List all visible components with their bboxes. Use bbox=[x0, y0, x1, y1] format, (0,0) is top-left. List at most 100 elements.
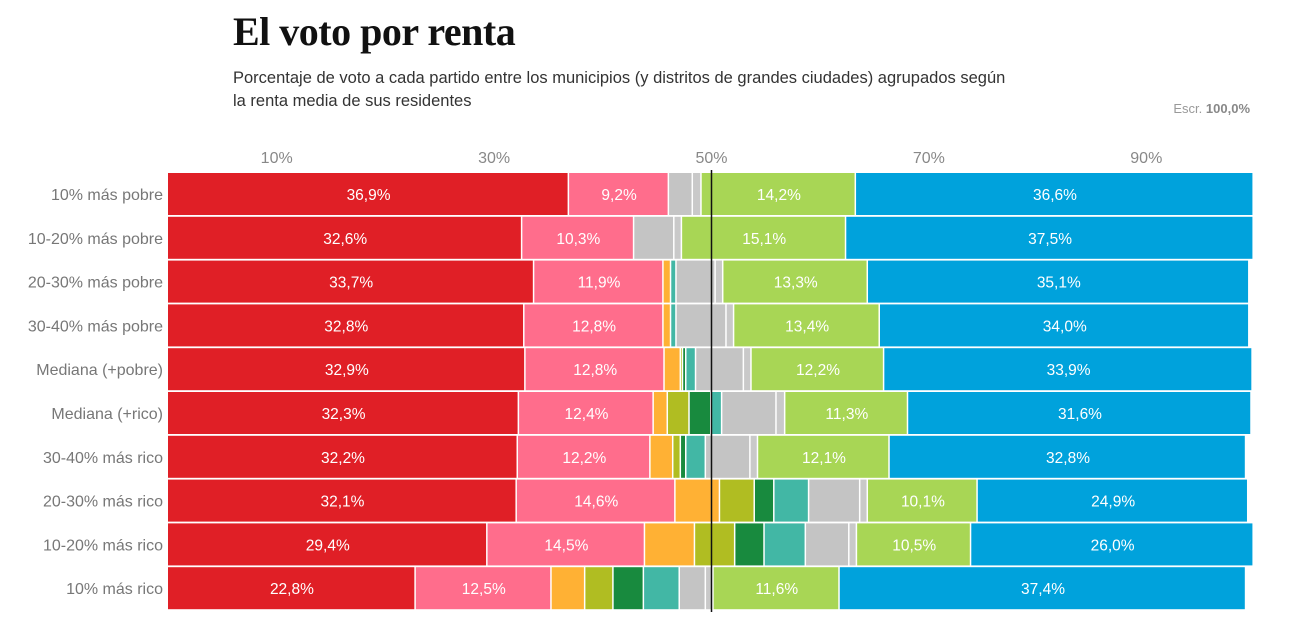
bar-segment bbox=[908, 392, 1251, 434]
chart-subtitle: Porcentaje de voto a cada partido entre … bbox=[233, 69, 1006, 110]
bar-segment bbox=[487, 523, 644, 566]
bar-segment bbox=[415, 567, 551, 610]
segment-value-label: 15,1% bbox=[742, 231, 786, 248]
segment-value-label: 36,9% bbox=[347, 187, 391, 204]
bar-segment bbox=[168, 173, 568, 215]
segment-value-label: 11,9% bbox=[578, 275, 621, 292]
segment-value-label: 14,2% bbox=[757, 187, 801, 204]
segment-value-label: 13,3% bbox=[774, 275, 818, 292]
bar-segment bbox=[734, 304, 879, 347]
chart-title: El voto por renta bbox=[233, 9, 516, 54]
segment-value-label: 12,1% bbox=[802, 450, 846, 467]
bar-segment bbox=[671, 304, 676, 347]
bar-segment bbox=[168, 435, 517, 478]
segment-value-label: 29,4% bbox=[306, 537, 350, 554]
bar-segment bbox=[785, 392, 907, 434]
bar-segment bbox=[868, 260, 1249, 303]
bar-segment bbox=[645, 523, 694, 566]
bar-segment bbox=[711, 392, 721, 434]
bar-segment bbox=[673, 435, 680, 478]
bar-segment bbox=[720, 479, 754, 522]
segment-value-label: 11,6% bbox=[755, 581, 798, 598]
bar-segment bbox=[764, 523, 805, 566]
bar-segment bbox=[809, 479, 859, 522]
bar-segment bbox=[857, 523, 970, 566]
segment-value-label: 12,8% bbox=[572, 318, 616, 335]
bar-segment bbox=[518, 435, 650, 478]
segment-value-label: 36,6% bbox=[1033, 187, 1077, 204]
x-tick-label: 10% bbox=[261, 150, 293, 167]
segment-value-label: 13,4% bbox=[785, 318, 829, 335]
bar-segment bbox=[689, 392, 710, 434]
bar-segment bbox=[671, 260, 676, 303]
bar-segment bbox=[168, 567, 415, 610]
bar-segment bbox=[846, 216, 1253, 259]
category-label: Mediana (+pobre) bbox=[36, 362, 163, 379]
bar-segment bbox=[168, 523, 487, 566]
bar-segment bbox=[681, 435, 685, 478]
segment-value-label: 32,2% bbox=[321, 450, 365, 467]
bar-segment bbox=[701, 173, 855, 215]
bar-segment bbox=[868, 479, 977, 522]
bar-segment bbox=[849, 523, 856, 566]
bar-segment bbox=[750, 435, 757, 478]
bar-segment bbox=[706, 567, 713, 610]
segment-value-label: 10,3% bbox=[556, 231, 600, 248]
bar-segment bbox=[168, 260, 533, 303]
segment-value-label: 34,0% bbox=[1043, 318, 1087, 335]
bar-segment bbox=[879, 304, 1249, 347]
bar-segment bbox=[569, 173, 668, 215]
bar-segment bbox=[519, 392, 653, 434]
bar-segment bbox=[686, 348, 695, 391]
scale-label: Escr. bbox=[1173, 101, 1203, 116]
bar-segment bbox=[682, 216, 845, 259]
segment-value-label: 32,1% bbox=[320, 494, 364, 511]
scale-readout: Escr. 100,0% bbox=[1173, 101, 1250, 116]
bar-segment bbox=[696, 348, 743, 391]
bar-segment bbox=[669, 173, 692, 215]
bar-segment bbox=[686, 435, 705, 478]
segment-value-label: 10,1% bbox=[901, 494, 945, 511]
segment-value-label: 31,6% bbox=[1058, 406, 1102, 423]
bar-segment bbox=[722, 392, 776, 434]
bar-segment bbox=[676, 260, 715, 303]
segment-value-label: 14,6% bbox=[574, 494, 618, 511]
segment-value-label: 32,8% bbox=[324, 318, 368, 335]
segment-value-label: 22,8% bbox=[270, 581, 314, 598]
segment-value-label: 26,0% bbox=[1091, 537, 1135, 554]
category-label: 10% más pobre bbox=[51, 187, 163, 204]
category-label: Mediana (+rico) bbox=[51, 406, 163, 423]
segment-value-label: 32,9% bbox=[325, 362, 369, 379]
bar-segment bbox=[668, 392, 689, 434]
bar-segment bbox=[168, 479, 516, 522]
bar-segment bbox=[744, 348, 751, 391]
segment-value-label: 12,2% bbox=[562, 450, 606, 467]
segment-value-label: 32,8% bbox=[1046, 450, 1090, 467]
bar-segment bbox=[758, 435, 889, 478]
bar-segment bbox=[168, 392, 518, 434]
x-tick-label: 30% bbox=[478, 150, 510, 167]
category-label: 10% más rico bbox=[66, 581, 163, 598]
segment-value-label: 12,2% bbox=[796, 362, 840, 379]
bar-segment bbox=[839, 567, 1245, 610]
bar-segment bbox=[525, 348, 664, 391]
segment-value-label: 12,5% bbox=[462, 581, 506, 598]
category-label: 10-20% más pobre bbox=[28, 231, 163, 248]
bar-segment bbox=[663, 304, 670, 347]
x-tick-label: 50% bbox=[695, 150, 727, 167]
bar-segment bbox=[713, 567, 839, 610]
segment-value-label: 12,8% bbox=[573, 362, 617, 379]
bar-segment bbox=[723, 260, 867, 303]
bar-segment bbox=[726, 304, 733, 347]
bar-segment bbox=[971, 523, 1253, 566]
bar-segment bbox=[889, 435, 1245, 478]
segment-value-label: 11,3% bbox=[825, 406, 868, 423]
bar-segment bbox=[754, 479, 774, 522]
bar-segment bbox=[168, 348, 525, 391]
bar-segment bbox=[693, 173, 701, 215]
category-label: 20-30% más pobre bbox=[28, 275, 163, 292]
bar-segment bbox=[644, 567, 679, 610]
bar-segment bbox=[634, 216, 674, 259]
bar-segment bbox=[168, 304, 524, 347]
bar-segment bbox=[516, 479, 675, 522]
